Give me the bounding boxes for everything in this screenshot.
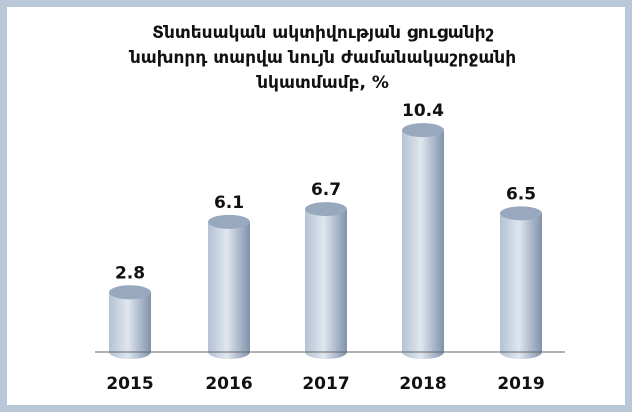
x-tick-label-2016: 2016 (205, 374, 252, 394)
data-label-2017: 6.7 (311, 180, 341, 200)
data-label-2016: 6.1 (214, 193, 244, 213)
labels-group: 2.8 2015 6.1 2016 6.7 2017 10.4 2018 6.5 2019 (106, 101, 544, 394)
bar-top-2016 (208, 214, 250, 229)
bar-2017 (305, 209, 347, 359)
bars-group (109, 123, 542, 359)
bar-top-2018 (402, 123, 444, 138)
bar-top-2019 (500, 206, 542, 221)
data-label-2015: 2.8 (115, 263, 145, 283)
chart-title-line-1: Տնտեսական ակտիվության ցուցանիշ (152, 23, 494, 43)
data-label-2019: 6.5 (506, 184, 536, 204)
x-tick-label-2017: 2017 (302, 374, 349, 394)
chart-title-line-2: նախորդ տարվա նույն ժամանակաշրջանի (129, 48, 517, 68)
bar-2018 (402, 130, 444, 359)
bar-top-2015 (109, 285, 151, 300)
bar-top-2017 (305, 202, 347, 217)
chart-title-line-3: նկատմամբ, % (257, 73, 389, 93)
bar-2019 (500, 213, 542, 359)
bar-2015 (109, 292, 151, 359)
x-tick-label-2018: 2018 (399, 374, 446, 394)
chart-title: Տնտեսական ակտիվության ցուցանիշ նախորդ տա… (7, 21, 632, 96)
x-tick-label-2015: 2015 (106, 374, 153, 394)
data-label-2018: 10.4 (402, 101, 444, 121)
bar-2016 (208, 221, 250, 359)
x-tick-label-2019: 2019 (497, 374, 544, 394)
